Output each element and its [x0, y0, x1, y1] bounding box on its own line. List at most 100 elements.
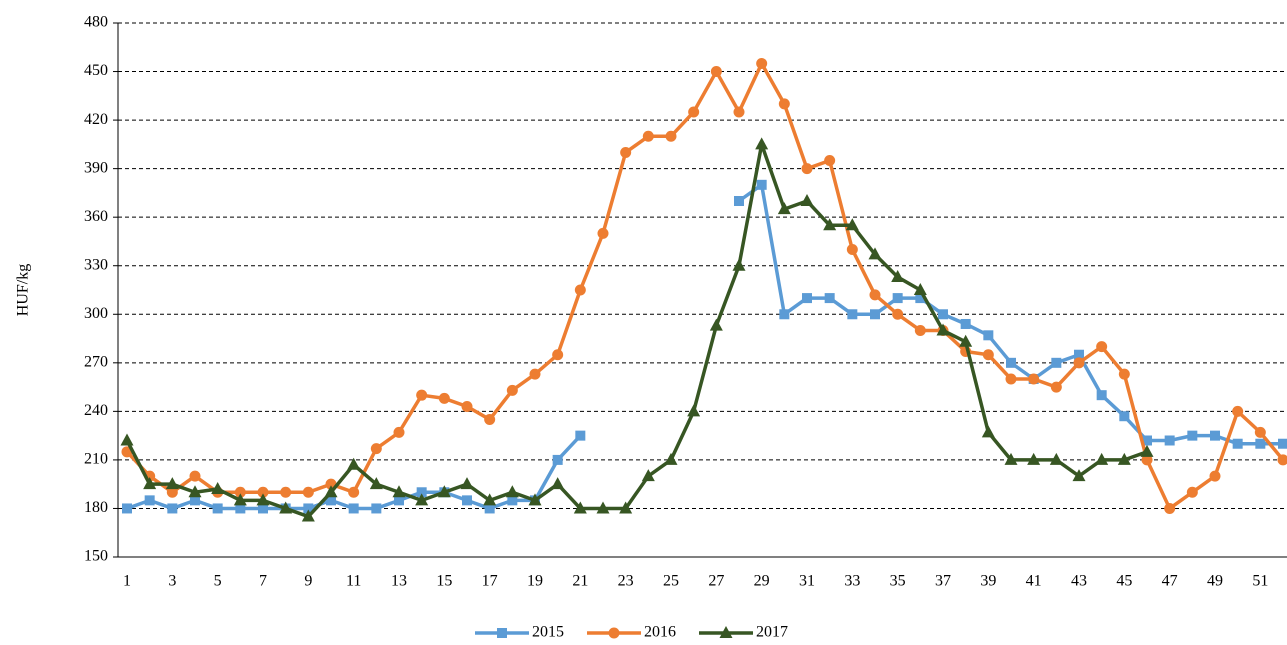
x-tick-label: 15 [436, 573, 452, 590]
y-tick-label: 450 [84, 62, 108, 79]
marker [1096, 341, 1108, 353]
marker [870, 309, 880, 320]
marker [462, 495, 472, 506]
marker [936, 323, 950, 336]
marker [302, 486, 314, 498]
marker [1005, 373, 1017, 385]
marker [938, 309, 948, 320]
marker [371, 503, 382, 514]
x-tick-label: 5 [214, 573, 222, 590]
marker [596, 501, 610, 514]
marker [438, 392, 450, 404]
marker [1232, 438, 1243, 449]
marker [257, 486, 269, 498]
x-tick-label: 9 [304, 573, 312, 590]
marker [120, 433, 134, 446]
marker [981, 425, 995, 438]
marker [1095, 452, 1109, 465]
marker [1118, 368, 1130, 380]
marker [620, 146, 632, 158]
x-tick-label: 37 [935, 573, 951, 590]
marker [211, 482, 225, 495]
x-tick-label: 39 [980, 573, 996, 590]
x-tick-label: 21 [572, 573, 588, 590]
marker [914, 324, 926, 336]
marker [892, 308, 904, 320]
marker [1074, 349, 1084, 360]
marker [348, 486, 360, 498]
series-line [125, 142, 1148, 519]
y-tick-label: 420 [84, 111, 108, 128]
marker [755, 137, 769, 150]
marker [824, 293, 835, 304]
x-tick-label: 41 [1026, 573, 1042, 590]
marker [847, 309, 858, 320]
marker [734, 196, 744, 206]
marker [165, 477, 179, 490]
marker [326, 495, 336, 506]
marker [597, 227, 609, 239]
marker [460, 477, 474, 490]
marker [732, 258, 746, 271]
marker [1004, 452, 1018, 465]
x-tick-label: 43 [1071, 573, 1087, 590]
y-axis-label: HUF/kg [15, 264, 32, 316]
marker [370, 443, 382, 455]
marker [551, 477, 565, 490]
marker [1073, 357, 1085, 369]
marker [801, 163, 813, 175]
x-tick-label: 29 [754, 573, 770, 590]
marker [719, 626, 733, 638]
marker [1254, 426, 1266, 438]
marker [823, 218, 837, 231]
marker [619, 501, 633, 514]
marker [258, 503, 268, 514]
marker [1027, 452, 1041, 465]
marker [394, 495, 404, 506]
marker [845, 218, 859, 231]
marker [1187, 430, 1198, 441]
y-tick-label: 390 [84, 159, 108, 176]
marker [733, 106, 745, 118]
x-tick-label: 13 [391, 573, 407, 590]
marker [506, 384, 518, 396]
marker [256, 493, 270, 506]
marker [392, 485, 406, 498]
marker [641, 469, 655, 482]
marker [393, 426, 405, 438]
marker [824, 155, 836, 167]
y-tick-label: 150 [84, 548, 108, 565]
x-tick-label: 23 [618, 573, 634, 590]
y-tick-label: 480 [84, 14, 108, 31]
legend-label: 2016 [644, 624, 676, 641]
marker [303, 503, 314, 514]
marker [280, 486, 292, 498]
legend-label: 2015 [532, 624, 564, 641]
marker [1255, 438, 1266, 449]
marker [166, 486, 178, 498]
marker [709, 318, 723, 331]
marker [552, 349, 564, 361]
marker [497, 628, 507, 638]
marker [1049, 452, 1063, 465]
y-tick-label: 330 [84, 256, 108, 273]
marker [1232, 405, 1244, 417]
marker [1142, 435, 1152, 446]
marker [778, 98, 790, 110]
marker [301, 509, 315, 522]
series-line [125, 61, 1285, 511]
marker [167, 503, 178, 514]
x-tick-label: 27 [708, 573, 724, 590]
x-tick-label: 31 [799, 573, 815, 590]
marker [461, 401, 473, 413]
marker [913, 283, 927, 295]
marker [528, 493, 542, 506]
y-tick-label: 360 [84, 208, 108, 225]
marker [190, 495, 200, 506]
y-tick-label: 180 [84, 499, 108, 516]
marker [1119, 411, 1130, 422]
marker [892, 293, 903, 304]
marker [415, 493, 429, 506]
marker [1164, 435, 1175, 446]
marker [279, 501, 293, 514]
